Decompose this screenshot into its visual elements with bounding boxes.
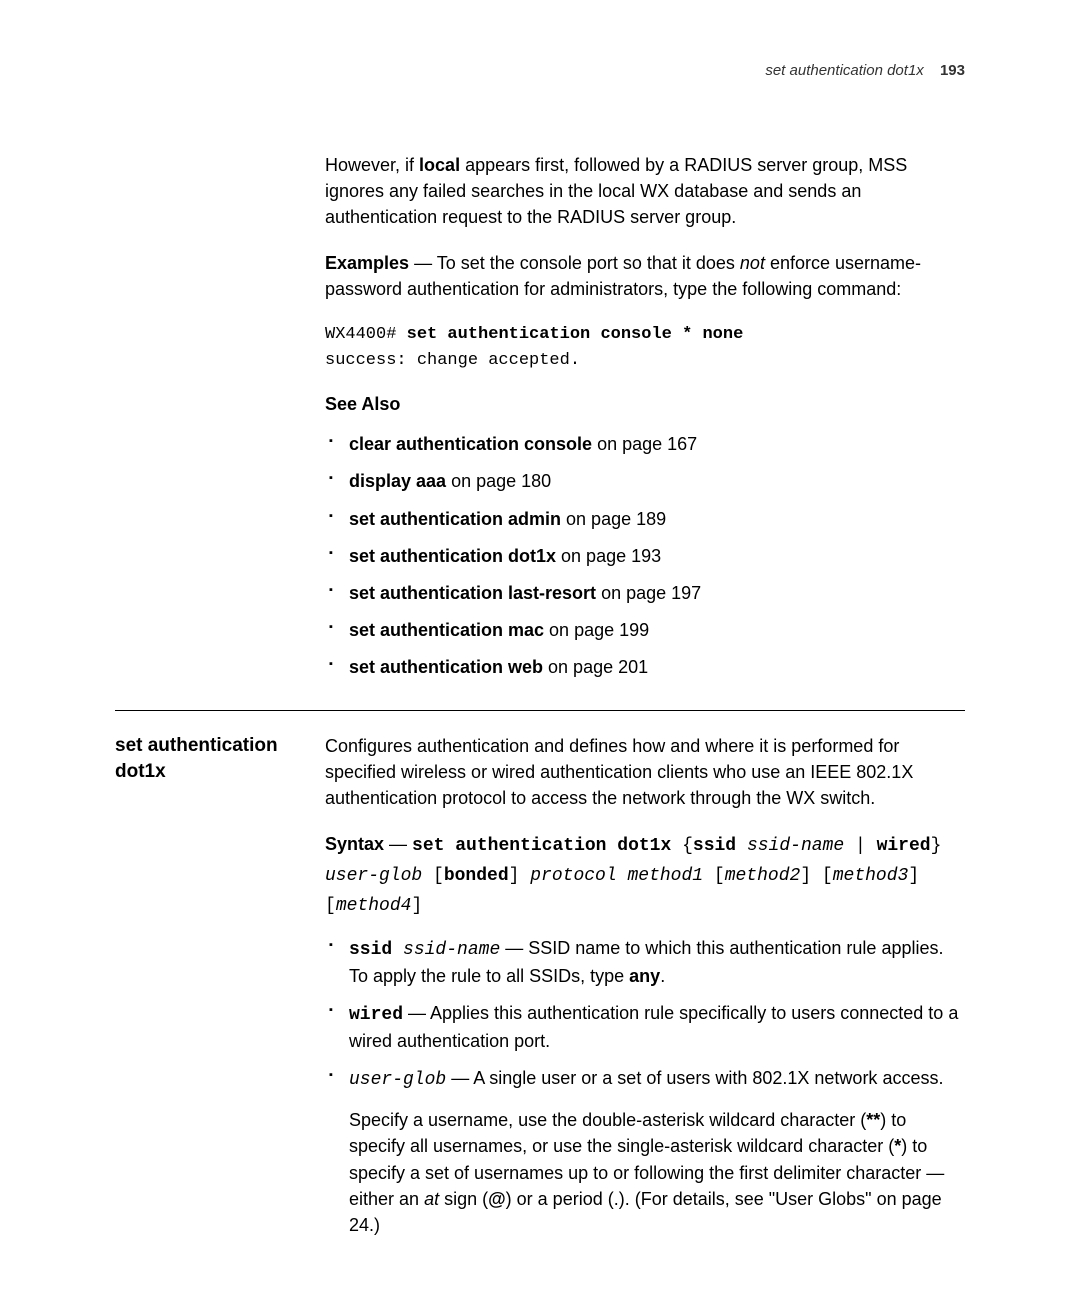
section-intro: Configures authentication and defines ho… (325, 733, 965, 811)
section-set-auth-dot1x: set authentication dot1x Configures auth… (115, 733, 965, 1256)
wildcard-detail: Specify a username, use the double-aster… (349, 1107, 965, 1237)
list-item: clear authentication console on page 167 (325, 431, 965, 457)
list-item: set authentication web on page 201 (325, 654, 965, 680)
list-item: set authentication mac on page 199 (325, 617, 965, 643)
header-title: set authentication dot1x (765, 62, 923, 79)
syntax-block: Syntax — set authentication dot1x {ssid … (325, 831, 965, 921)
list-item: set authentication admin on page 189 (325, 506, 965, 532)
intro-para-1: However, if local appears first, followe… (325, 152, 965, 230)
section-body: Configures authentication and defines ho… (325, 733, 965, 1256)
syntax-params-list: ssid ssid-name — SSID name to which this… (325, 935, 965, 1238)
section-heading: set authentication dot1x (115, 733, 325, 1256)
header-pagenum: 193 (940, 62, 965, 79)
list-item: set authentication last-resort on page 1… (325, 580, 965, 606)
list-item: wired — Applies this authentication rule… (325, 1000, 965, 1054)
see-also-title: See Also (325, 391, 965, 417)
list-item: set authentication dot1x on page 193 (325, 543, 965, 569)
see-also-list: clear authentication console on page 167… (325, 431, 965, 680)
examples-para: Examples — To set the console port so th… (325, 250, 965, 302)
intro-block: However, if local appears first, followe… (325, 152, 965, 680)
code-example: WX4400# set authentication console * non… (325, 322, 965, 373)
list-item: display aaa on page 180 (325, 468, 965, 494)
list-item: ssid ssid-name — SSID name to which this… (325, 935, 965, 989)
section-divider (115, 710, 965, 711)
list-item: user-glob — A single user or a set of us… (325, 1065, 965, 1238)
page-header: set authentication dot1x 193 (115, 60, 965, 82)
